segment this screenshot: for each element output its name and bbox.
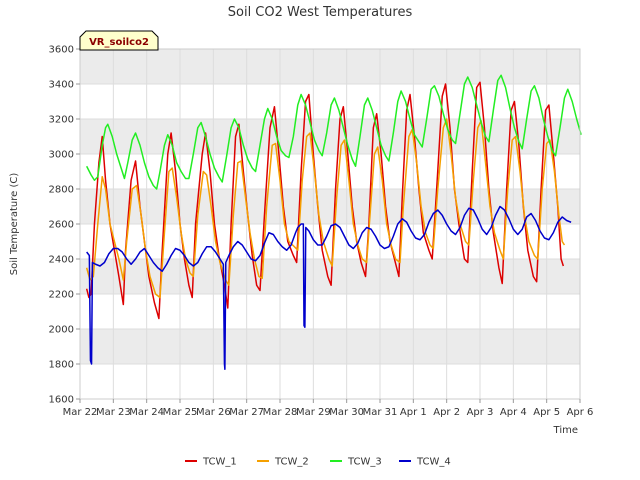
x-tick-label: Apr 6 (567, 407, 594, 418)
y-tick-label: 3200 (49, 115, 74, 126)
plot-band (80, 49, 580, 84)
x-tick-label: Mar 22 (63, 407, 98, 418)
x-axis-label: Time (553, 425, 578, 436)
plot-band (80, 364, 580, 399)
y-tick-label: 3400 (49, 80, 74, 91)
legend-label: TCW_3 (347, 457, 382, 468)
x-tick-label: Mar 28 (263, 407, 298, 418)
y-tick-label: 2800 (49, 185, 74, 196)
plot-band (80, 154, 580, 189)
y-tick-label: 1600 (49, 395, 74, 406)
series-line-tcw-4 (86, 205, 572, 370)
x-tick-label: Mar 25 (163, 407, 198, 418)
plot-band (80, 119, 580, 154)
y-tick-label: 2000 (49, 325, 74, 336)
y-tick-label: 1800 (49, 360, 74, 371)
badge: VR_soilco2 (79, 30, 159, 51)
plot-band (80, 294, 580, 329)
series-line-tcw-3 (85, 74, 582, 190)
y-tick-label: 3600 (49, 45, 74, 56)
badge-text: VR_soilco2 (89, 37, 149, 48)
legend-label: TCW_2 (274, 457, 309, 468)
y-axis-label: Soil Temperature (C) (9, 173, 20, 276)
x-tick-label: Apr 2 (433, 407, 460, 418)
y-tick-label: 2600 (49, 220, 74, 231)
x-tick-label: Apr 1 (400, 407, 427, 418)
y-axis: 1600 1800 2000 2200 2400 2600 2800 3000 3200 3400… (49, 45, 80, 406)
x-tick-label: Mar 26 (196, 407, 231, 418)
y-tick-label: 3000 (49, 150, 74, 161)
series-line-tcw-2 (85, 118, 566, 299)
plot-band (80, 259, 580, 294)
x-tick-label: Mar 27 (229, 407, 264, 418)
x-tick-label: Mar 29 (296, 407, 331, 418)
y-tick-label: 2200 (49, 290, 74, 301)
x-tick-label: Mar 30 (329, 407, 364, 418)
x-tick-label: Apr 4 (500, 407, 527, 418)
x-tick-label: Mar 24 (129, 407, 164, 418)
chart-title: Soil CO2 West Temperatures (228, 5, 413, 20)
legend: TCW_1 TCW_2 TCW_3 TCW_4 (185, 457, 451, 468)
badge-box (79, 30, 159, 51)
legend-label: TCW_4 (416, 457, 451, 468)
y-tick-label: 2400 (49, 255, 74, 266)
x-tick-label: Apr 5 (533, 407, 560, 418)
x-tick-label: Mar 23 (96, 407, 131, 418)
x-tick-label: Mar 31 (363, 407, 398, 418)
series-lines (85, 74, 582, 370)
series-line-tcw-1 (85, 81, 565, 320)
x-tick-label: Apr 3 (467, 407, 494, 418)
plot-band (80, 329, 580, 364)
legend-label: TCW_1 (202, 457, 237, 468)
